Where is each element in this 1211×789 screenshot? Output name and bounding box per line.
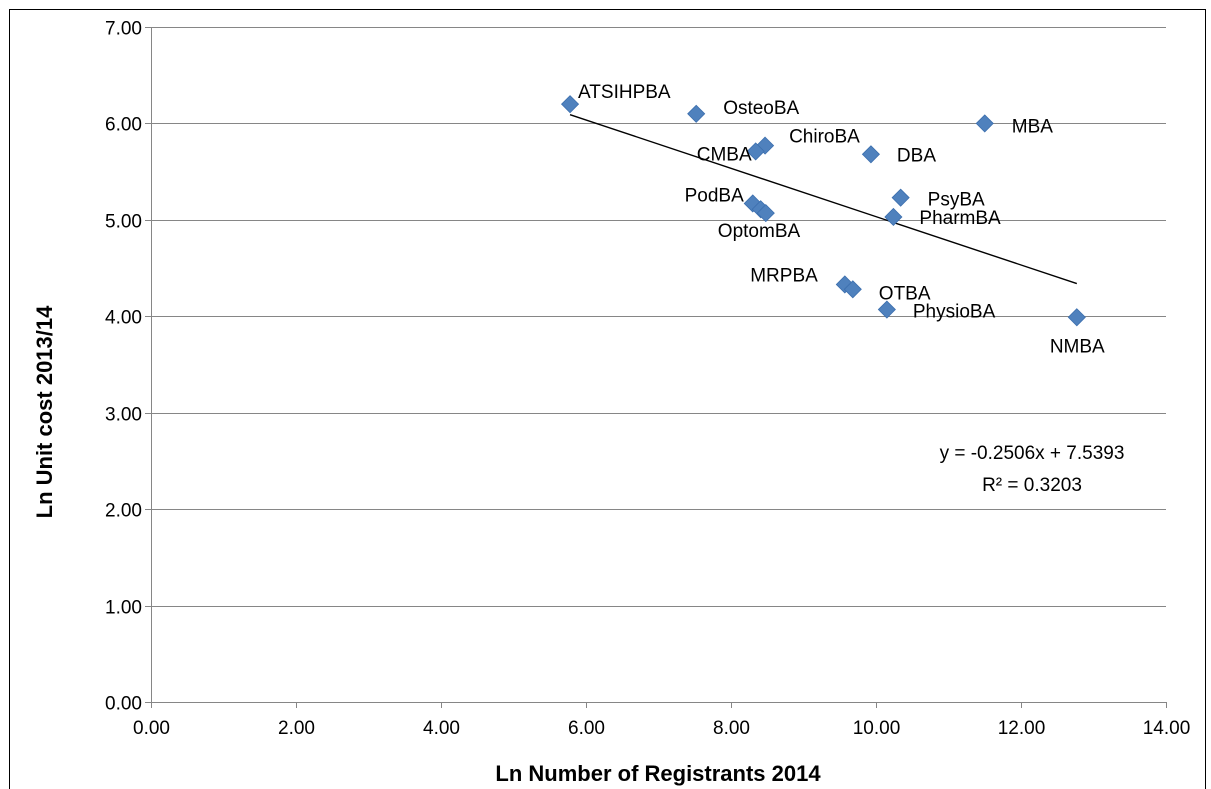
data-point-14 (1067, 308, 1086, 327)
y-tick-label-3: 3.00 (105, 405, 142, 426)
data-points (560, 95, 1086, 327)
point-labels: ATSIHPBA OsteoBA MBA ChiroBA CMBA DBA PsyBA Pod… (578, 82, 1105, 357)
trendline (569, 114, 1078, 285)
x-tick-label-0: 0.00 (133, 718, 170, 739)
data-label-1: OsteoBA (723, 98, 799, 119)
data-point-13 (877, 300, 896, 319)
data-label-11: MRPBA (750, 265, 818, 286)
y-tick-label-4: 4.00 (105, 308, 142, 329)
x-tick-label-6: 12.00 (998, 718, 1046, 739)
data-point-5 (861, 145, 880, 164)
data-label-0: ATSIHPBA (578, 82, 671, 103)
data-label-4: CMBA (697, 144, 752, 165)
y-tick-label-0: 0.00 (105, 694, 142, 715)
x-axis-title: Ln Number of Registrants 2014 (495, 761, 821, 786)
data-point-10 (884, 207, 903, 227)
data-label-6: PsyBA (928, 190, 985, 211)
data-label-10: PharmBA (919, 208, 1001, 229)
gridlines (151, 27, 1166, 607)
y-tick-label-5: 5.00 (105, 212, 142, 233)
y-tick-label-2: 2.00 (105, 501, 142, 522)
data-label-12: OTBA (879, 283, 931, 304)
data-point-6 (891, 188, 910, 207)
x-tick-label-4: 8.00 (713, 718, 750, 739)
tick-labels: 0.00 1.00 2.00 3.00 4.00 5.00 6.00 7.00 0.00 2.00… (105, 19, 1190, 740)
data-point-4 (746, 142, 765, 161)
x-tick-label-1: 2.00 (278, 718, 315, 739)
y-tick-label-7: 7.00 (105, 19, 142, 40)
trendline-layer (569, 114, 1078, 285)
data-point-0 (560, 95, 580, 114)
y-tick-label-1: 1.00 (105, 598, 142, 619)
axes (145, 27, 1167, 708)
data-label-7: PodBA (685, 185, 744, 206)
data-label-5: DBA (897, 145, 936, 166)
data-point-1 (687, 104, 706, 123)
chart-frame (9, 9, 1206, 789)
x-tick-label-2: 4.00 (423, 718, 460, 739)
data-point-2 (975, 114, 994, 133)
data-label-2: MBA (1012, 116, 1054, 137)
data-label-13: PhysioBA (913, 302, 996, 323)
x-tick-label-7: 14.00 (1143, 718, 1191, 739)
y-axis-title: Ln Unit cost 2013/14 (32, 305, 57, 519)
x-tick-label-5: 10.00 (853, 718, 901, 739)
data-label-9: OptomBA (718, 221, 801, 242)
data-label-14: NMBA (1050, 336, 1105, 357)
trendline-r-squared: R² = 0.3203 (982, 475, 1082, 496)
y-tick-label-6: 6.00 (105, 115, 142, 136)
trendline-equation: y = -0.2506x + 7.5393 (940, 443, 1125, 464)
data-point-12 (843, 280, 862, 299)
data-point-9 (756, 204, 775, 223)
x-tick-label-3: 6.00 (568, 718, 605, 739)
data-label-3: ChiroBA (789, 127, 860, 148)
